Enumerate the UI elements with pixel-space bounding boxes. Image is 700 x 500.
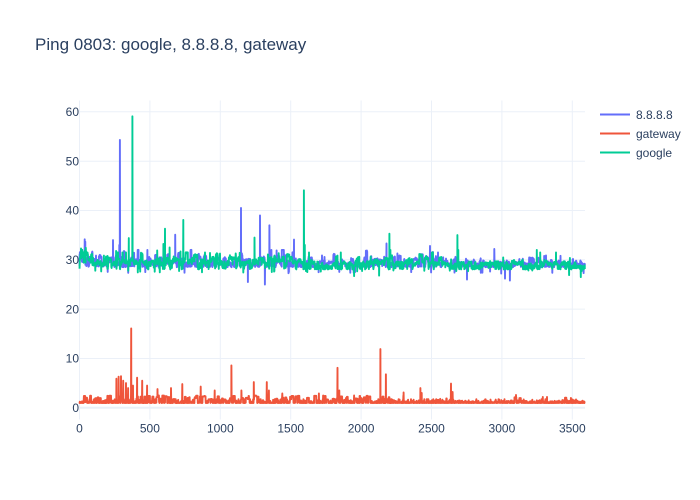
svg-text:60: 60: [66, 105, 80, 119]
svg-text:google: google: [636, 146, 672, 160]
svg-text:20: 20: [66, 302, 80, 316]
svg-text:2000: 2000: [348, 422, 375, 436]
svg-text:40: 40: [66, 204, 80, 218]
svg-text:10: 10: [66, 352, 80, 366]
svg-text:500: 500: [140, 422, 160, 436]
svg-text:0: 0: [76, 422, 83, 436]
svg-text:Ping 0803: google, 8.8.8.8, ga: Ping 0803: google, 8.8.8.8, gateway: [35, 35, 307, 54]
svg-text:50: 50: [66, 154, 80, 168]
svg-text:1000: 1000: [207, 422, 234, 436]
svg-text:30: 30: [66, 253, 80, 267]
svg-text:0: 0: [72, 401, 79, 415]
svg-text:1500: 1500: [277, 422, 304, 436]
svg-text:8.8.8.8: 8.8.8.8: [636, 108, 673, 122]
svg-text:gateway: gateway: [636, 127, 681, 141]
svg-text:3000: 3000: [489, 422, 516, 436]
svg-text:3500: 3500: [559, 422, 586, 436]
svg-text:2500: 2500: [418, 422, 445, 436]
